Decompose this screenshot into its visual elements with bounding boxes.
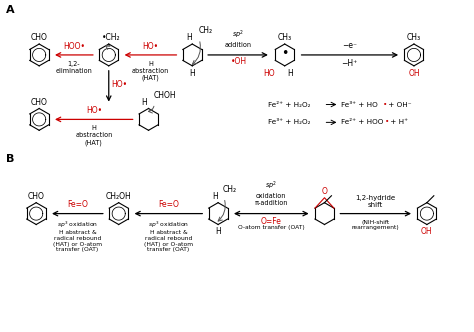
Text: CH₃: CH₃ [278, 33, 292, 42]
Text: (NIH-shift
rearrangement): (NIH-shift rearrangement) [352, 219, 400, 230]
Text: CH₂: CH₂ [223, 185, 237, 194]
Text: H: H [186, 33, 192, 42]
Text: H: H [215, 227, 221, 236]
Text: A: A [6, 5, 15, 15]
Text: HO•: HO• [112, 80, 128, 89]
Text: O=Fe: O=Fe [261, 216, 282, 225]
Text: H
abstraction
(HAT): H abstraction (HAT) [75, 125, 112, 146]
Text: •: • [383, 102, 388, 108]
Text: 1,2-hydride
shift: 1,2-hydride shift [356, 195, 396, 208]
Text: O-atom transfer (OAT): O-atom transfer (OAT) [238, 224, 305, 229]
Text: 1,2-
elimination: 1,2- elimination [55, 61, 92, 74]
Text: $sp^3$ oxidation
H abstract &
radical rebound
(HAT) or O-atom
transfer (OAT): $sp^3$ oxidation H abstract & radical re… [53, 219, 102, 252]
Text: •: • [385, 120, 390, 125]
Text: H: H [190, 69, 195, 78]
Text: HO•: HO• [86, 107, 102, 116]
Text: H: H [142, 98, 147, 107]
Text: H
abstraction
(HAT): H abstraction (HAT) [132, 61, 169, 81]
Text: −H⁺: −H⁺ [341, 59, 357, 68]
Text: $sp^2$
addition: $sp^2$ addition [225, 29, 252, 48]
Text: Fe²⁺ + H₂O₂: Fe²⁺ + H₂O₂ [268, 102, 310, 108]
Text: •OH: •OH [230, 57, 246, 66]
Text: Fe²⁺ + HOO: Fe²⁺ + HOO [341, 120, 384, 125]
Text: −e⁻: −e⁻ [342, 41, 357, 50]
Text: HO•: HO• [143, 42, 159, 51]
Text: Fe=O: Fe=O [67, 200, 88, 208]
Text: Fe=O: Fe=O [158, 200, 179, 208]
Text: HO: HO [263, 69, 275, 78]
Text: + OH⁻: + OH⁻ [386, 102, 412, 108]
Text: CH₂OH: CH₂OH [106, 192, 132, 201]
Text: CHO: CHO [31, 33, 47, 42]
Text: $sp^2$
oxidation
π-addition: $sp^2$ oxidation π-addition [255, 179, 288, 206]
Text: •CH₂: •CH₂ [101, 33, 120, 42]
Text: H: H [212, 192, 218, 201]
Text: B: B [6, 154, 15, 164]
Text: + H⁺: + H⁺ [388, 120, 408, 125]
Text: OH: OH [421, 227, 433, 236]
Text: •: • [281, 47, 288, 60]
Text: $sp^3$ oxidation
H abstract &
radical rebound
(HAT) or O-atom
transfer (OAT): $sp^3$ oxidation H abstract & radical re… [144, 219, 193, 252]
Text: OH: OH [408, 69, 420, 78]
Text: CHO: CHO [31, 98, 47, 107]
Text: CH₂: CH₂ [198, 26, 212, 35]
Text: CHOH: CHOH [154, 91, 176, 100]
Text: Fe³⁺ + HO: Fe³⁺ + HO [341, 102, 378, 108]
Text: CH₃: CH₃ [407, 33, 421, 42]
Text: O: O [321, 187, 328, 196]
Text: HOO•: HOO• [63, 42, 85, 51]
Text: H: H [288, 69, 293, 78]
Text: CHO: CHO [28, 192, 45, 201]
Text: Fe³⁺ + H₂O₂: Fe³⁺ + H₂O₂ [268, 120, 310, 125]
